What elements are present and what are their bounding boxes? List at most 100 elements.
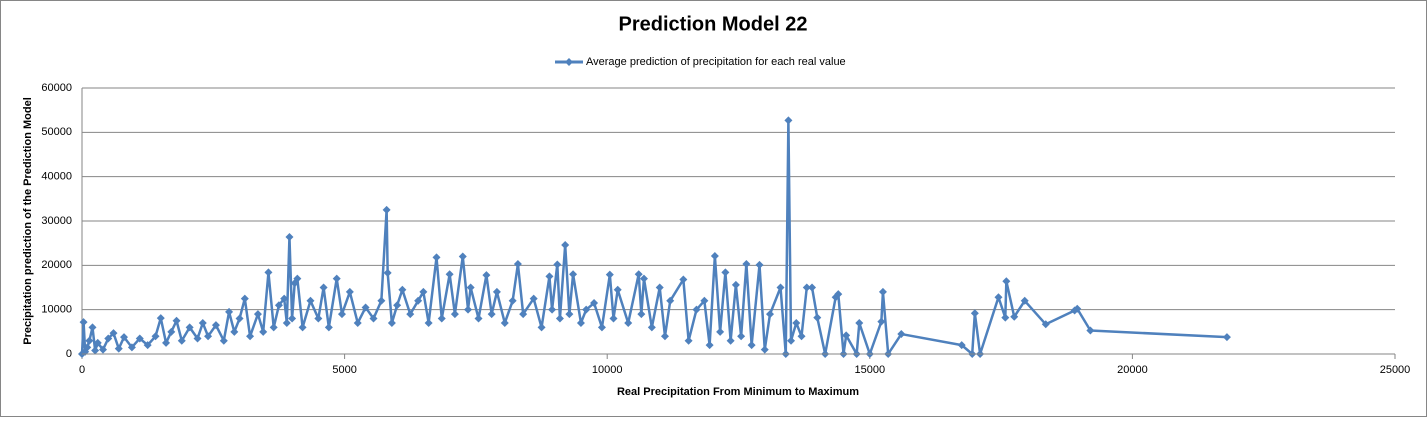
data-point (784, 116, 793, 125)
data-point (508, 296, 517, 305)
data-point (466, 283, 475, 292)
data-point (647, 323, 656, 332)
data-point (1010, 312, 1019, 321)
data-point (432, 253, 441, 262)
data-point (458, 252, 467, 261)
data-point (264, 268, 273, 277)
data-point (590, 299, 599, 308)
data-point (88, 323, 97, 332)
data-point (721, 268, 730, 277)
data-point (802, 283, 811, 292)
data-point (211, 321, 220, 330)
data-point (120, 333, 129, 342)
data-point (692, 305, 701, 314)
data-point (970, 309, 979, 318)
data-point (545, 272, 554, 281)
x-tick-label: 15000 (855, 364, 886, 376)
data-point (99, 345, 108, 354)
data-point (737, 332, 746, 341)
data-point (332, 274, 341, 283)
data-point (529, 294, 538, 303)
data-point (143, 341, 152, 350)
y-tick-label: 40000 (41, 171, 72, 183)
data-point (776, 283, 785, 292)
data-point (314, 314, 323, 323)
data-point (198, 318, 207, 327)
data-point (537, 323, 546, 332)
data-point (513, 260, 522, 269)
data-point (731, 280, 740, 289)
data-point (127, 343, 136, 352)
x-tick-label: 10000 (592, 364, 623, 376)
data-point (109, 329, 118, 338)
data-point (219, 336, 228, 345)
data-point (177, 336, 186, 345)
data-point (464, 305, 473, 314)
data-point (280, 294, 289, 303)
data-point (548, 305, 557, 314)
data-point (679, 275, 688, 284)
data-point (337, 310, 346, 319)
data-point (624, 318, 633, 327)
data-point (555, 314, 564, 323)
data-point (792, 318, 801, 327)
data-point (419, 287, 428, 296)
x-axis-label: Real Precipitation From Minimum to Maxim… (617, 386, 859, 398)
data-point (994, 293, 1003, 302)
legend-marker (565, 58, 573, 66)
data-point (369, 314, 378, 323)
data-point (1222, 333, 1231, 342)
data-point (225, 307, 234, 316)
data-point (808, 283, 817, 292)
data-point (565, 310, 574, 319)
y-tick-label: 30000 (41, 215, 72, 227)
data-point (377, 296, 386, 305)
data-point (319, 283, 328, 292)
x-tick-label: 20000 (1117, 364, 1148, 376)
y-tick-label: 0 (66, 348, 72, 360)
data-point (834, 290, 843, 299)
data-point (797, 332, 806, 341)
data-point (450, 310, 459, 319)
data-point (114, 344, 123, 353)
data-point (742, 260, 751, 269)
data-point (361, 303, 370, 312)
y-tick-label: 60000 (41, 82, 72, 94)
data-point (156, 314, 165, 323)
data-point (298, 323, 307, 332)
data-point (710, 252, 719, 261)
y-tick-label: 20000 (41, 259, 72, 271)
data-point (582, 305, 591, 314)
data-point (634, 270, 643, 279)
data-point (135, 334, 144, 343)
data-point (424, 318, 433, 327)
data-point (609, 314, 618, 323)
data-point (167, 327, 176, 336)
data-point (660, 332, 669, 341)
data-point (382, 205, 391, 214)
data-point (185, 323, 194, 332)
y-tick-label: 50000 (41, 126, 72, 138)
data-point (878, 287, 887, 296)
data-point (700, 296, 709, 305)
data-point (1041, 320, 1050, 329)
data-point (519, 310, 528, 319)
data-point (204, 332, 213, 341)
data-point (383, 268, 392, 277)
x-tick-label: 0 (79, 364, 85, 376)
data-point (474, 314, 483, 323)
data-point (353, 318, 362, 327)
data-point (1086, 326, 1095, 335)
data-point (747, 341, 756, 350)
data-point (172, 316, 181, 325)
data-point (104, 334, 113, 343)
data-point (561, 240, 570, 249)
chart-title: Prediction Model 22 (619, 13, 808, 35)
data-point (253, 310, 262, 319)
data-point (597, 323, 606, 332)
data-point (766, 310, 775, 319)
data-point (637, 310, 646, 319)
data-point (83, 343, 92, 352)
data-point (1001, 313, 1010, 322)
